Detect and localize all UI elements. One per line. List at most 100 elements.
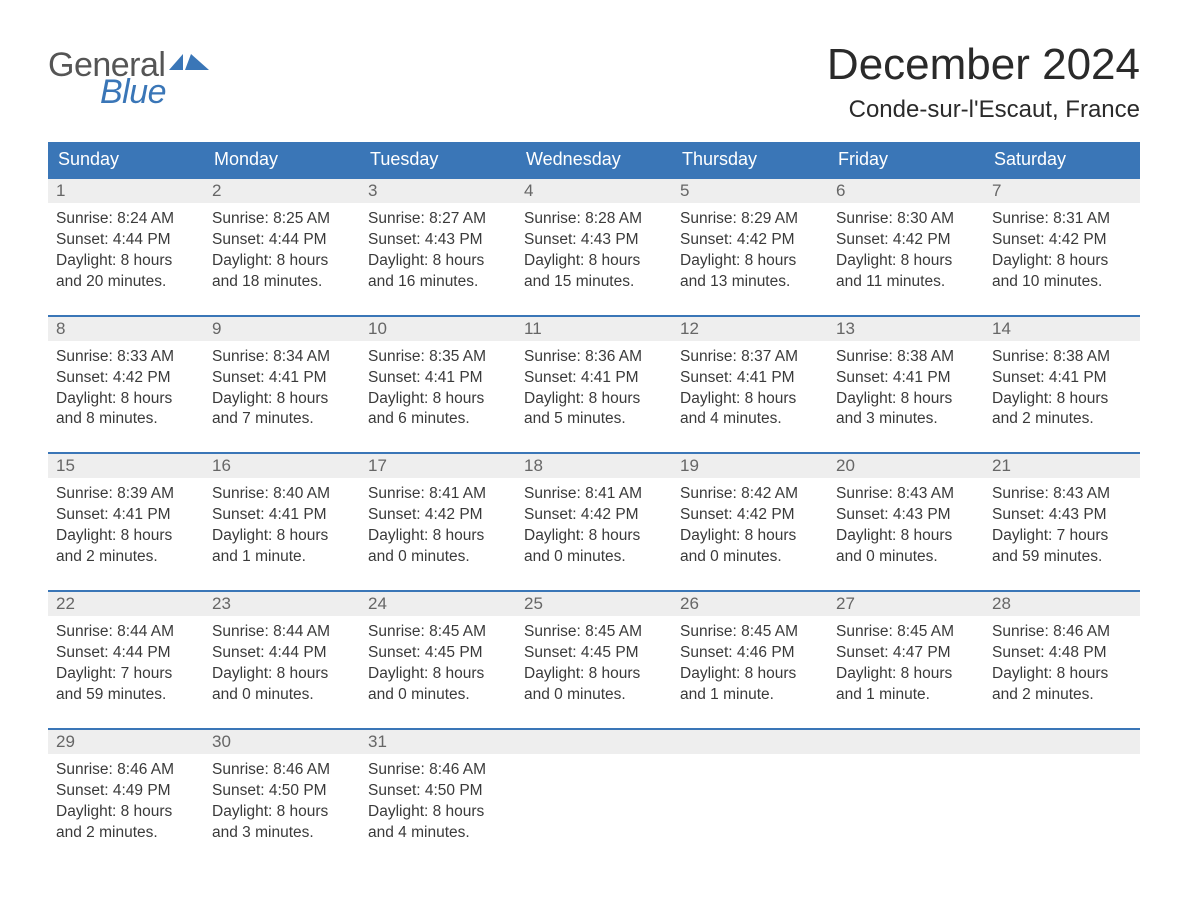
weekday-header: Tuesday [360, 142, 516, 178]
daylight-line1: Daylight: 8 hours [680, 526, 820, 547]
day-number: 7 [984, 178, 1140, 203]
sunset-text: Sunset: 4:42 PM [680, 230, 820, 251]
daylight-line2: and 0 minutes. [368, 547, 508, 568]
sunrise-text: Sunrise: 8:46 AM [212, 760, 352, 781]
day-cell: Sunrise: 8:44 AMSunset: 4:44 PMDaylight:… [48, 616, 204, 729]
daylight-line1: Daylight: 8 hours [524, 389, 664, 410]
sunset-text: Sunset: 4:41 PM [212, 368, 352, 389]
daynum-row: 22232425262728 [48, 591, 1140, 616]
day-cell: Sunrise: 8:38 AMSunset: 4:41 PMDaylight:… [984, 341, 1140, 454]
sunrise-text: Sunrise: 8:30 AM [836, 209, 976, 230]
day-cell: Sunrise: 8:35 AMSunset: 4:41 PMDaylight:… [360, 341, 516, 454]
sunset-text: Sunset: 4:42 PM [56, 368, 196, 389]
day-content-row: Sunrise: 8:24 AM Sunset: 4:44 PM Daylight:… [48, 203, 1140, 316]
sunrise-text: Sunrise: 8:28 AM [524, 209, 664, 230]
sunset-text: Sunset: 4:44 PM [212, 230, 352, 251]
day-number: 9 [204, 316, 360, 341]
daylight-line1: Daylight: 8 hours [992, 251, 1132, 272]
day-cell: Sunrise: 8:33 AMSunset: 4:42 PMDaylight:… [48, 341, 204, 454]
day-number: 12 [672, 316, 828, 341]
day-number: 2 [204, 178, 360, 203]
day-number: 6 [828, 178, 984, 203]
day-cell: Sunrise: 8:41 AMSunset: 4:42 PMDaylight:… [360, 478, 516, 591]
daylight-line1: Daylight: 8 hours [56, 251, 196, 272]
weekday-header: Sunday [48, 142, 204, 178]
sunset-text: Sunset: 4:50 PM [368, 781, 508, 802]
day-content-row: Sunrise: 8:44 AMSunset: 4:44 PMDaylight:… [48, 616, 1140, 729]
day-number: 14 [984, 316, 1140, 341]
day-number: 23 [204, 591, 360, 616]
sunrise-text: Sunrise: 8:42 AM [680, 484, 820, 505]
sunset-text: Sunset: 4:42 PM [524, 505, 664, 526]
daylight-line1: Daylight: 8 hours [212, 526, 352, 547]
day-number: 3 [360, 178, 516, 203]
day-number: 25 [516, 591, 672, 616]
daylight-line1: Daylight: 8 hours [368, 664, 508, 685]
daylight-line2: and 15 minutes. [524, 272, 664, 293]
day-number [672, 729, 828, 754]
sunrise-text: Sunrise: 8:41 AM [524, 484, 664, 505]
sunset-text: Sunset: 4:43 PM [836, 505, 976, 526]
daylight-line2: and 0 minutes. [680, 547, 820, 568]
daylight-line2: and 2 minutes. [992, 409, 1132, 430]
day-cell: Sunrise: 8:45 AMSunset: 4:46 PMDaylight:… [672, 616, 828, 729]
page-title: December 2024 [827, 40, 1140, 90]
header: General Blue December 2024 Conde-sur-l'E… [48, 40, 1140, 138]
sunrise-text: Sunrise: 8:43 AM [992, 484, 1132, 505]
day-cell: Sunrise: 8:43 AMSunset: 4:43 PMDaylight:… [828, 478, 984, 591]
daylight-line2: and 1 minute. [836, 685, 976, 706]
location-label: Conde-sur-l'Escaut, France [827, 96, 1140, 124]
sunset-text: Sunset: 4:41 PM [212, 505, 352, 526]
title-block: December 2024 Conde-sur-l'Escaut, France [827, 40, 1140, 138]
daylight-line2: and 8 minutes. [56, 409, 196, 430]
day-number: 13 [828, 316, 984, 341]
logo-text-blue: Blue [100, 73, 213, 112]
day-cell: Sunrise: 8:30 AMSunset: 4:42 PMDaylight:… [828, 203, 984, 316]
day-cell: Sunrise: 8:31 AMSunset: 4:42 PMDaylight:… [984, 203, 1140, 316]
sunrise-text: Sunrise: 8:38 AM [992, 347, 1132, 368]
daylight-line1: Daylight: 8 hours [524, 664, 664, 685]
daylight-line2: and 1 minute. [680, 685, 820, 706]
daylight-line1: Daylight: 8 hours [524, 526, 664, 547]
day-number: 30 [204, 729, 360, 754]
sunset-text: Sunset: 4:48 PM [992, 643, 1132, 664]
daylight-line2: and 1 minute. [212, 547, 352, 568]
daylight-line1: Daylight: 8 hours [368, 526, 508, 547]
daylight-line2: and 2 minutes. [56, 823, 196, 844]
daylight-line2: and 6 minutes. [368, 409, 508, 430]
daylight-line1: Daylight: 8 hours [368, 802, 508, 823]
daylight-line1: Daylight: 8 hours [680, 664, 820, 685]
day-content-row: Sunrise: 8:33 AMSunset: 4:42 PMDaylight:… [48, 341, 1140, 454]
logo: General Blue [48, 46, 213, 112]
sunrise-text: Sunrise: 8:46 AM [368, 760, 508, 781]
daylight-line2: and 0 minutes. [368, 685, 508, 706]
sunrise-text: Sunrise: 8:45 AM [680, 622, 820, 643]
sunrise-text: Sunrise: 8:40 AM [212, 484, 352, 505]
sunrise-text: Sunrise: 8:24 AM [56, 209, 196, 230]
day-number: 10 [360, 316, 516, 341]
day-number: 22 [48, 591, 204, 616]
day-cell: Sunrise: 8:39 AMSunset: 4:41 PMDaylight:… [48, 478, 204, 591]
day-number: 24 [360, 591, 516, 616]
daylight-line2: and 0 minutes. [836, 547, 976, 568]
sunrise-text: Sunrise: 8:25 AM [212, 209, 352, 230]
daylight-line1: Daylight: 8 hours [836, 526, 976, 547]
daylight-line2: and 11 minutes. [836, 272, 976, 293]
daylight-line2: and 2 minutes. [992, 685, 1132, 706]
day-cell: Sunrise: 8:25 AMSunset: 4:44 PMDaylight:… [204, 203, 360, 316]
sunset-text: Sunset: 4:45 PM [368, 643, 508, 664]
daynum-row: 293031 [48, 729, 1140, 754]
daylight-line2: and 59 minutes. [992, 547, 1132, 568]
day-number [984, 729, 1140, 754]
sunset-text: Sunset: 4:44 PM [56, 643, 196, 664]
sunrise-text: Sunrise: 8:45 AM [368, 622, 508, 643]
day-number: 27 [828, 591, 984, 616]
day-number: 19 [672, 453, 828, 478]
day-number: 18 [516, 453, 672, 478]
sunset-text: Sunset: 4:41 PM [56, 505, 196, 526]
weekday-header: Saturday [984, 142, 1140, 178]
sunrise-text: Sunrise: 8:38 AM [836, 347, 976, 368]
calendar-table: Sunday Monday Tuesday Wednesday Thursday… [48, 142, 1140, 865]
daylight-line2: and 0 minutes. [524, 685, 664, 706]
day-number: 11 [516, 316, 672, 341]
